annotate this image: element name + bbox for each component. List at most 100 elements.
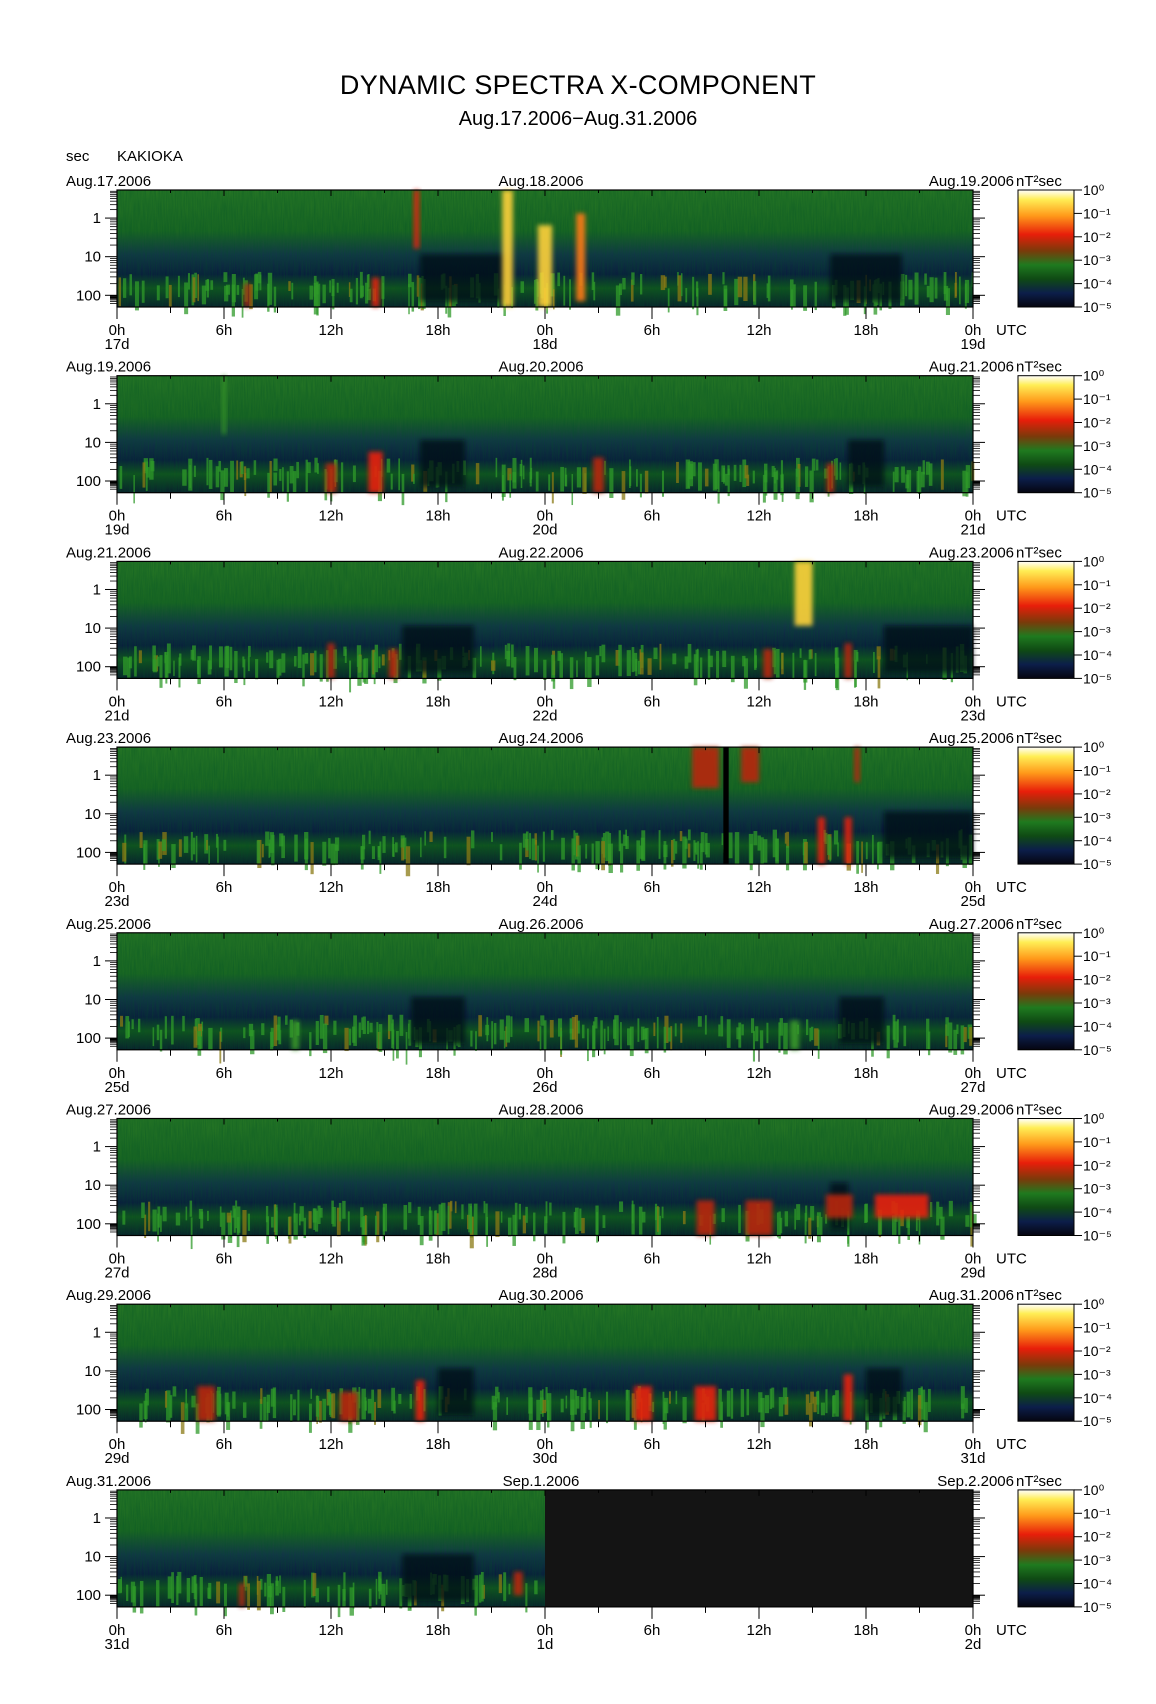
colorbar-tick-label: 10⁻² — [1083, 600, 1111, 616]
streak — [533, 1212, 536, 1242]
streak — [377, 846, 380, 858]
colorbar-tick-label: 10⁻² — [1083, 972, 1111, 988]
streak — [267, 283, 270, 312]
streak — [156, 285, 160, 301]
streak — [308, 1403, 312, 1433]
streak — [618, 283, 622, 296]
streak — [171, 1572, 174, 1603]
data-gap — [723, 747, 729, 865]
streak — [312, 1573, 317, 1597]
streak — [779, 1217, 783, 1234]
streak — [579, 1208, 582, 1231]
streak — [513, 657, 517, 681]
time-unit-label: UTC — [996, 1622, 1027, 1639]
streak — [622, 277, 626, 290]
streak — [168, 284, 172, 308]
streak — [945, 1017, 949, 1036]
x-tick-label: 6h — [644, 1065, 661, 1082]
streak — [545, 1387, 548, 1412]
streak — [243, 1027, 246, 1039]
streak — [243, 659, 246, 686]
streak — [334, 837, 340, 851]
streak — [708, 655, 713, 668]
streak — [692, 462, 696, 477]
streak — [223, 839, 227, 851]
streak — [142, 462, 146, 488]
colorbar-tick-label: 10⁰ — [1083, 739, 1105, 755]
spectra-panel: Aug.21.2006 Aug.22.2006 Aug.23.2006 nT²sec 1… — [66, 544, 1112, 724]
low-band-streaks — [117, 1571, 538, 1618]
streak — [663, 1026, 667, 1053]
streak — [829, 836, 832, 862]
streak — [314, 457, 318, 473]
streak — [825, 1214, 828, 1224]
streak — [139, 832, 143, 848]
streak — [835, 657, 840, 691]
streak — [164, 652, 167, 664]
streak — [699, 843, 703, 870]
power-event — [843, 1374, 853, 1422]
streak — [672, 653, 677, 665]
streak — [531, 838, 536, 861]
streak — [582, 467, 587, 494]
streak — [569, 279, 571, 310]
streak — [776, 1212, 779, 1238]
streak — [775, 838, 779, 865]
colorbar-tick-label: 10⁻¹ — [1083, 948, 1111, 964]
streak — [407, 273, 412, 288]
y-tick-label: 1 — [93, 767, 101, 784]
streak — [604, 460, 606, 475]
streak — [402, 837, 407, 860]
streak — [861, 841, 863, 873]
streak — [637, 1018, 640, 1042]
x-tick-label: 12h — [746, 1065, 771, 1082]
streak — [544, 1216, 548, 1234]
streak — [405, 1032, 408, 1065]
streak — [677, 275, 682, 302]
streak — [638, 1206, 643, 1235]
streak — [303, 1217, 307, 1239]
streak — [242, 656, 245, 668]
streak — [195, 835, 198, 863]
colorbar-tick-label: 10⁰ — [1083, 182, 1105, 198]
streak — [759, 1030, 764, 1049]
streak — [242, 277, 245, 295]
x-tick-label: 12h — [318, 693, 343, 710]
streak — [315, 1588, 319, 1603]
streak — [263, 1396, 267, 1421]
streak — [401, 473, 405, 506]
colorbar-tick-label: 10⁻⁵ — [1083, 1599, 1112, 1615]
streak — [336, 1207, 341, 1237]
streak — [499, 1019, 504, 1040]
streak — [223, 1583, 227, 1617]
streak — [420, 837, 422, 858]
chart-title: DYNAMIC SPECTRA X-COMPONENT — [339, 70, 817, 100]
streak — [288, 1216, 292, 1244]
x-tick-label: 0h — [537, 693, 554, 710]
streak — [293, 1213, 298, 1240]
streak — [407, 1023, 410, 1039]
streak — [373, 652, 376, 685]
panel-date-mid: Aug.22.2006 — [498, 544, 583, 561]
streak — [661, 470, 664, 497]
streak — [865, 842, 868, 860]
streak — [615, 650, 620, 666]
streak — [507, 1217, 512, 1237]
streak — [229, 646, 233, 671]
streak — [197, 1031, 202, 1056]
streak — [285, 1015, 288, 1025]
streak — [803, 285, 808, 311]
power-event — [576, 213, 586, 302]
streak — [137, 1018, 141, 1033]
streak — [294, 656, 297, 667]
streak — [607, 1026, 609, 1042]
streak — [184, 282, 189, 315]
streak — [269, 460, 272, 493]
streak — [728, 832, 733, 859]
streak — [726, 1019, 731, 1048]
streak — [247, 1583, 250, 1610]
streak — [139, 1580, 144, 1614]
y-tick-label: 100 — [76, 1587, 101, 1604]
streak — [733, 464, 737, 481]
streak — [161, 839, 166, 851]
